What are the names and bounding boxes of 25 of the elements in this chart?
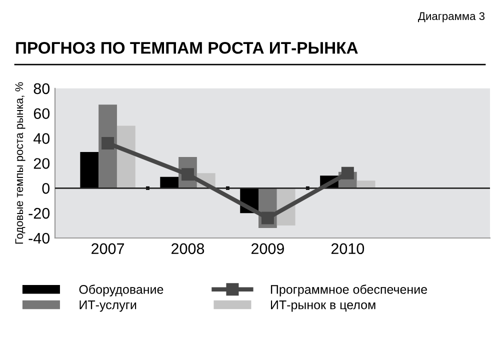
legend-label: Оборудование <box>79 284 164 296</box>
legend-label: Программное обеспечение <box>270 284 427 296</box>
x-tick-label: 2009 <box>251 243 284 254</box>
y-tick-label: 60 <box>34 108 50 120</box>
text: Диаграмма 3 <box>418 12 485 22</box>
y-tick-label: 20 <box>34 158 50 169</box>
legend-label: ИТ-рынок в целом <box>270 300 376 312</box>
bar <box>98 104 117 188</box>
bar <box>116 126 136 188</box>
y-tick-label: 40 <box>34 133 50 144</box>
x-tick-label: 2010 <box>331 243 364 254</box>
x-tick-label: 2008 <box>172 243 204 254</box>
y-tick-label: 0 <box>42 183 50 194</box>
y-tick-label: 80 <box>34 83 50 94</box>
point <box>261 212 274 224</box>
y-tick-label: -40 <box>28 232 50 244</box>
chart-title: ПРОГНОЗ ПО ТЕМПАМ РОСТА ИТ-РЫНКА <box>16 42 358 54</box>
point <box>102 137 114 150</box>
y-tick-label: -20 <box>28 208 50 219</box>
bar <box>160 176 179 188</box>
bar <box>80 152 99 188</box>
bar <box>356 180 376 188</box>
legend-label: ИТ-услуги <box>80 300 136 312</box>
y-axis-title: Годовые темпы роста рынка, % <box>15 82 26 244</box>
x-tick-label: 2007 <box>92 243 124 254</box>
